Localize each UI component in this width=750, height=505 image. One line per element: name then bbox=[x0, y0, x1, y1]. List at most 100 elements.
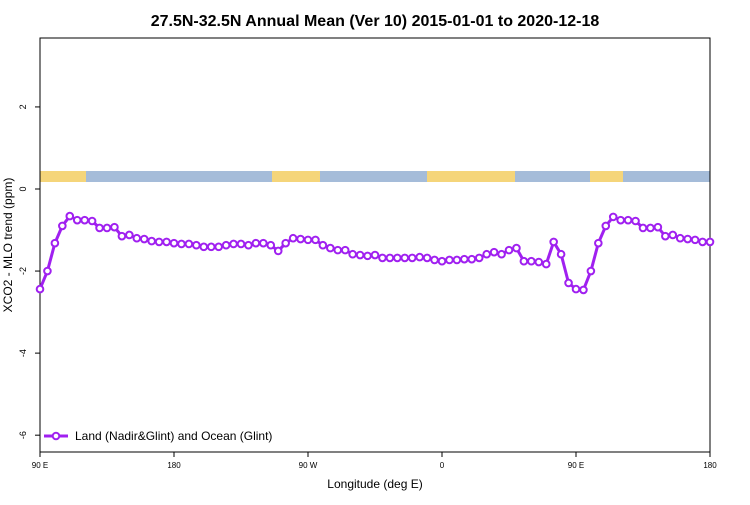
data-point bbox=[407, 253, 417, 263]
data-point bbox=[683, 234, 692, 244]
data-point bbox=[430, 255, 439, 265]
data-point bbox=[668, 230, 678, 240]
data-point bbox=[318, 240, 328, 250]
data-point bbox=[214, 242, 223, 252]
land-strip bbox=[590, 171, 623, 182]
data-point bbox=[288, 233, 298, 243]
data-point bbox=[527, 256, 536, 266]
data-point bbox=[132, 233, 142, 243]
data-point bbox=[206, 242, 216, 252]
x-tick-label: 90 E bbox=[568, 461, 584, 470]
data-point bbox=[139, 234, 149, 244]
data-point bbox=[393, 253, 402, 263]
legend-marker bbox=[51, 431, 61, 441]
y-tick-label: 2 bbox=[18, 104, 28, 109]
data-point bbox=[586, 266, 596, 276]
data-point bbox=[467, 254, 477, 264]
data-point bbox=[199, 242, 209, 252]
data-point bbox=[601, 221, 611, 231]
data-point bbox=[690, 235, 700, 245]
legend-label: Land (Nadir&Glint) and Ocean (Glint) bbox=[75, 429, 272, 443]
data-point bbox=[251, 238, 261, 248]
data-point bbox=[646, 223, 655, 233]
data-point bbox=[437, 256, 447, 266]
data-point bbox=[147, 236, 156, 246]
data-point bbox=[102, 223, 112, 233]
data-point bbox=[326, 243, 335, 253]
x-tick-label: 90 W bbox=[299, 461, 318, 470]
data-point bbox=[87, 216, 97, 226]
data-point bbox=[653, 222, 663, 232]
data-point bbox=[623, 215, 633, 225]
data-point bbox=[638, 223, 648, 233]
data-point bbox=[348, 249, 357, 259]
y-tick-label: -6 bbox=[18, 431, 28, 439]
x-tick-label: 0 bbox=[440, 461, 445, 470]
data-point bbox=[65, 211, 75, 221]
data-point bbox=[95, 223, 104, 233]
ocean-strip bbox=[40, 171, 710, 182]
data-point bbox=[571, 284, 581, 294]
data-point bbox=[281, 238, 290, 248]
data-point bbox=[497, 249, 506, 259]
plot-frame bbox=[39, 37, 711, 453]
y-tick-label: 0 bbox=[18, 186, 28, 191]
data-point bbox=[415, 252, 424, 262]
data-point bbox=[519, 256, 529, 266]
data-point bbox=[445, 255, 454, 265]
data-point bbox=[422, 253, 432, 263]
data-point bbox=[460, 254, 469, 264]
data-point bbox=[43, 266, 52, 276]
data-point bbox=[661, 231, 670, 241]
land-ocean-strip bbox=[40, 171, 710, 182]
data-point bbox=[675, 233, 685, 243]
data-point bbox=[296, 234, 305, 244]
land-strip bbox=[40, 171, 86, 182]
data-point bbox=[154, 237, 164, 247]
data-point bbox=[631, 216, 640, 226]
data-point bbox=[504, 245, 514, 255]
data-point bbox=[303, 235, 313, 245]
data-point bbox=[452, 255, 462, 265]
data-point bbox=[698, 237, 707, 247]
data-point bbox=[58, 221, 67, 231]
data-point bbox=[370, 250, 380, 260]
data-point bbox=[400, 253, 410, 263]
data-point bbox=[110, 222, 119, 232]
x-tick-label: 180 bbox=[167, 461, 181, 470]
data-point bbox=[549, 237, 558, 247]
data-point bbox=[340, 245, 350, 255]
data-point bbox=[221, 240, 231, 250]
data-point bbox=[512, 243, 521, 253]
data-point bbox=[616, 215, 625, 225]
data-point bbox=[177, 239, 186, 249]
data-point bbox=[162, 237, 171, 247]
data-point bbox=[169, 238, 179, 248]
data-point bbox=[192, 240, 201, 250]
data-point bbox=[705, 237, 715, 247]
data-point bbox=[50, 238, 60, 248]
x-tick-label: 180 bbox=[703, 461, 717, 470]
data-point bbox=[35, 284, 45, 294]
data-point bbox=[608, 212, 618, 222]
data-point bbox=[355, 250, 365, 260]
data-point bbox=[534, 257, 544, 267]
y-tick-label: -4 bbox=[18, 349, 28, 357]
land-strip bbox=[272, 171, 320, 182]
data-point bbox=[556, 249, 566, 259]
data-point bbox=[363, 251, 372, 261]
chart-title: 27.5N-32.5N Annual Mean (Ver 10) 2015-01… bbox=[151, 13, 600, 30]
data-point bbox=[333, 245, 343, 255]
data-point bbox=[259, 238, 268, 248]
data-point bbox=[378, 253, 387, 263]
data-point bbox=[311, 235, 320, 245]
data-point bbox=[385, 253, 395, 263]
data-point bbox=[72, 215, 82, 225]
data-point bbox=[244, 240, 253, 250]
data-point bbox=[541, 259, 551, 269]
data-point bbox=[236, 239, 246, 249]
data-point bbox=[594, 238, 603, 248]
land-strip bbox=[427, 171, 515, 182]
data-point bbox=[266, 240, 276, 250]
